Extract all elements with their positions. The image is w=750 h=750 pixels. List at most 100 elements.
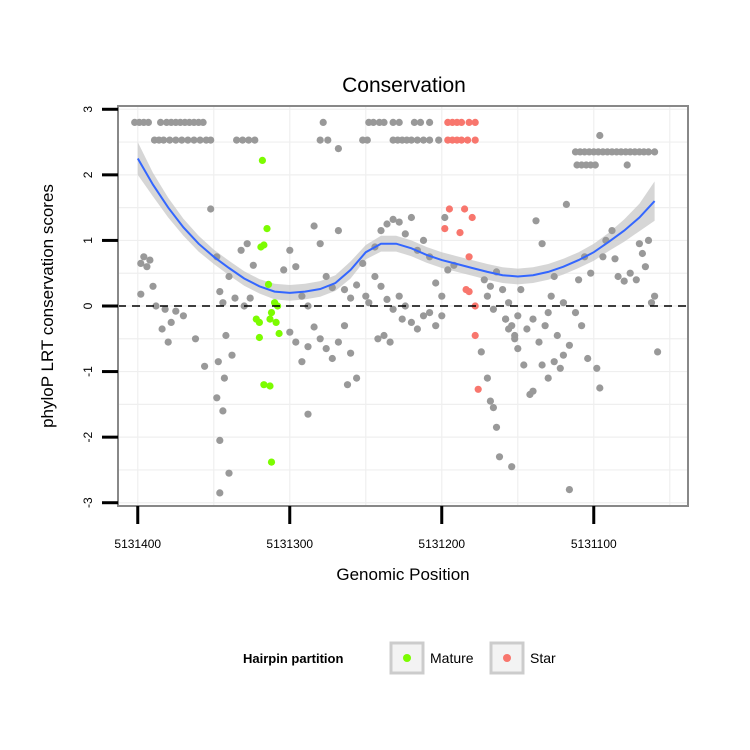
point-star-22 bbox=[474, 385, 482, 393]
point-other-110 bbox=[216, 436, 224, 444]
point-other-208 bbox=[508, 463, 516, 471]
point-other-48 bbox=[407, 136, 415, 144]
x-axis-title: Genomic Position bbox=[336, 565, 469, 584]
point-other-133 bbox=[310, 323, 318, 331]
point-other-41 bbox=[426, 118, 434, 126]
point-other-126 bbox=[359, 259, 367, 267]
y-tick-label-2: 1 bbox=[81, 237, 95, 244]
point-other-229 bbox=[614, 272, 622, 281]
point-other-193 bbox=[559, 351, 568, 359]
chart-title: Conservation bbox=[342, 74, 466, 97]
point-other-231 bbox=[626, 269, 634, 277]
point-other-50 bbox=[419, 136, 428, 144]
point-other-199 bbox=[483, 374, 491, 382]
point-other-28 bbox=[251, 136, 259, 144]
point-other-156 bbox=[444, 266, 452, 274]
point-other-16 bbox=[160, 136, 168, 144]
point-other-212 bbox=[538, 361, 546, 369]
point-other-147 bbox=[395, 218, 403, 226]
point-other-82 bbox=[149, 282, 157, 290]
point-other-24 bbox=[207, 136, 215, 144]
point-other-195 bbox=[571, 309, 580, 317]
point-other-160 bbox=[383, 295, 391, 303]
point-other-31 bbox=[334, 145, 342, 153]
point-other-174 bbox=[480, 276, 488, 284]
point-other-137 bbox=[334, 338, 342, 346]
point-other-197 bbox=[584, 354, 592, 363]
point-mature-1 bbox=[263, 225, 271, 233]
point-other-165 bbox=[413, 325, 421, 333]
point-other-164 bbox=[407, 318, 415, 326]
point-other-216 bbox=[532, 217, 540, 225]
point-other-205 bbox=[505, 325, 513, 333]
point-other-204 bbox=[502, 315, 510, 323]
point-other-75 bbox=[644, 148, 653, 156]
point-other-109 bbox=[219, 407, 227, 415]
point-other-144 bbox=[377, 227, 385, 235]
point-other-107 bbox=[220, 374, 228, 382]
point-other-241 bbox=[599, 253, 607, 261]
point-other-226 bbox=[596, 384, 604, 392]
point-other-149 bbox=[407, 213, 415, 222]
point-other-134 bbox=[316, 335, 324, 343]
point-star-3 bbox=[457, 118, 466, 126]
point-other-236 bbox=[654, 348, 662, 356]
point-other-96 bbox=[219, 299, 227, 307]
point-other-239 bbox=[635, 240, 644, 248]
point-other-34 bbox=[369, 118, 377, 126]
point-other-146 bbox=[389, 215, 397, 223]
point-other-102 bbox=[246, 294, 254, 302]
point-other-191 bbox=[547, 292, 555, 300]
point-other-201 bbox=[489, 404, 497, 412]
point-other-153 bbox=[432, 279, 440, 287]
point-star-11 bbox=[471, 136, 479, 144]
point-other-86 bbox=[172, 307, 180, 315]
point-other-113 bbox=[280, 266, 288, 274]
point-mature-7 bbox=[267, 309, 276, 317]
point-other-116 bbox=[298, 292, 306, 300]
point-other-176 bbox=[486, 282, 494, 290]
point-other-127 bbox=[362, 292, 370, 300]
point-other-237 bbox=[647, 299, 656, 307]
point-other-84 bbox=[152, 302, 160, 310]
point-mature-14 bbox=[260, 381, 268, 389]
point-other-19 bbox=[178, 136, 186, 144]
point-mature-12 bbox=[275, 329, 283, 338]
point-other-108 bbox=[213, 394, 221, 402]
point-other-4 bbox=[157, 118, 165, 126]
point-other-106 bbox=[214, 358, 222, 366]
point-other-99 bbox=[237, 246, 245, 254]
point-other-104 bbox=[222, 331, 230, 340]
point-other-220 bbox=[565, 486, 574, 494]
point-mature-10 bbox=[266, 315, 274, 323]
point-other-18 bbox=[172, 136, 180, 144]
point-other-92 bbox=[201, 362, 209, 370]
point-other-105 bbox=[228, 351, 236, 359]
point-other-119 bbox=[316, 240, 324, 248]
point-other-95 bbox=[216, 288, 224, 296]
point-other-219 bbox=[559, 299, 568, 307]
legend-label-mature: Mature bbox=[430, 650, 474, 666]
point-other-111 bbox=[225, 469, 233, 477]
legend: Hairpin partition Mature Star bbox=[243, 641, 556, 675]
point-other-22 bbox=[196, 136, 204, 144]
point-other-202 bbox=[492, 423, 501, 431]
point-other-213 bbox=[544, 374, 552, 382]
point-other-131 bbox=[298, 358, 306, 366]
point-other-43 bbox=[363, 136, 371, 144]
point-other-128 bbox=[365, 299, 373, 307]
point-other-52 bbox=[435, 136, 443, 144]
point-mature-9 bbox=[255, 318, 263, 326]
legend-title: Hairpin partition bbox=[243, 651, 343, 666]
point-other-151 bbox=[419, 236, 428, 244]
point-other-114 bbox=[286, 246, 294, 254]
point-other-25 bbox=[233, 136, 241, 144]
y-tick-label-5: -2 bbox=[81, 431, 95, 442]
y-axis-title: phyloP LRT conservation scores bbox=[38, 184, 57, 428]
point-other-85 bbox=[161, 305, 169, 313]
point-other-140 bbox=[353, 374, 361, 382]
point-other-115 bbox=[292, 263, 300, 271]
point-other-64 bbox=[596, 131, 604, 140]
point-other-37 bbox=[389, 118, 397, 126]
point-other-218 bbox=[550, 272, 558, 281]
